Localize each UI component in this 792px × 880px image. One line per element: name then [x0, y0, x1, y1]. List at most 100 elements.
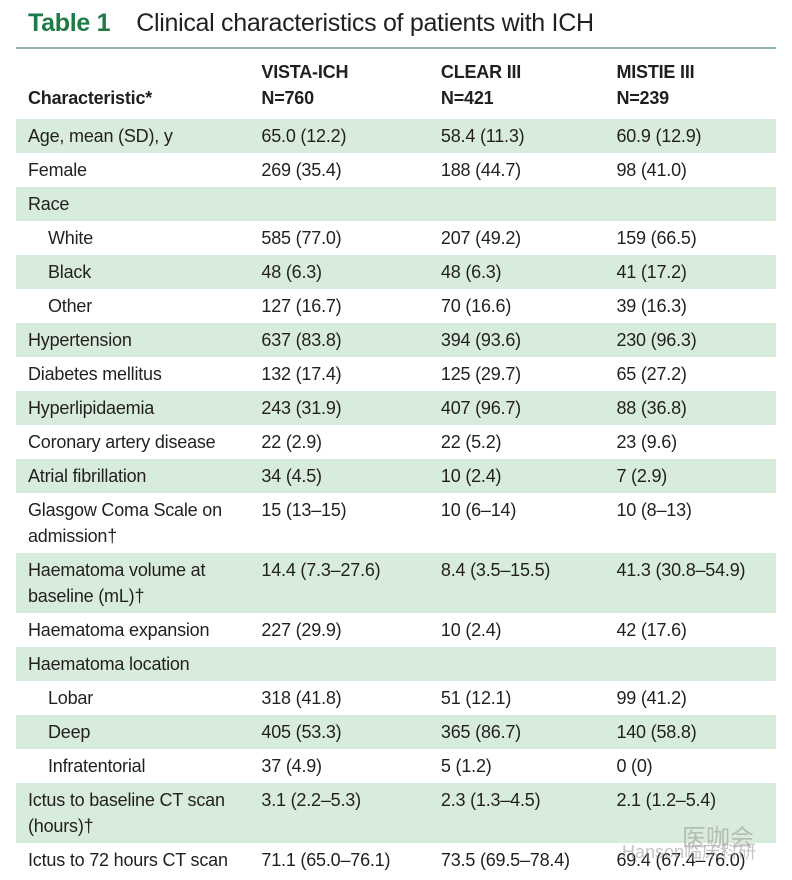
row-label: Hypertension — [28, 330, 132, 350]
table-cell: 58.4 (11.3) — [440, 126, 525, 146]
table-cell: 73.5 (69.5–78.4) — [440, 850, 570, 870]
header-row: Characteristic* VISTA-ICH N=760 CLEAR III N=… — [16, 49, 776, 119]
table-cell: 22 (2.9) — [261, 432, 322, 452]
table-cell: 140 (58.8) — [616, 722, 697, 742]
table-cell: 71.1 (65.0–76.1) — [261, 850, 391, 870]
table-cell: 243 (31.9) — [261, 398, 342, 418]
table-row: Haematoma volume at baseline (mL)† 14.4 (… — [16, 553, 776, 613]
table-row: Hypertension 637 (83.8) 394 (93.6) 230 (96.… — [16, 323, 776, 357]
table-cell: 60.9 (12.9) — [616, 126, 702, 146]
row-label: Race — [28, 194, 70, 214]
row-label: Diabetes mellitus — [28, 364, 162, 384]
table-row: Infratentorial 37 (4.9) 5 (1.2) 0 (0) — [16, 749, 776, 783]
table-cell: 41.3 (30.8–54.9) — [616, 560, 746, 580]
row-label: Female — [28, 160, 87, 180]
table-row: Race — [16, 187, 776, 221]
table-title: Table 1 Clinical characteristics of pati… — [16, 0, 776, 49]
table-cell: 3.1 (2.2–5.3) — [261, 790, 361, 810]
table-row: Haematoma expansion 227 (29.9) 10 (2.4) 42 … — [16, 613, 776, 647]
table-row: Ictus to 72 hours CT scan 71.1 (65.0–76.1… — [16, 843, 776, 877]
table-cell: 15 (13–15) — [261, 500, 347, 520]
column-header: VISTA-ICH N=760 — [257, 59, 441, 111]
table-cell: 99 (41.2) — [616, 688, 687, 708]
table-caption: Clinical characteristics of patients wit… — [136, 9, 594, 37]
column-header: Characteristic* — [28, 88, 153, 108]
column-header-line: N=239 — [616, 88, 669, 108]
row-label: Ictus to 72 hours CT scan — [28, 850, 228, 870]
table-cell: 10 (2.4) — [440, 466, 502, 486]
table-row: Glasgow Coma Scale on admission† 15 (13–1… — [16, 493, 776, 553]
table-cell: 98 (41.0) — [616, 160, 687, 180]
table-number: Table 1 — [28, 9, 111, 37]
row-label: White — [48, 228, 94, 248]
table-cell: 0 (0) — [616, 756, 653, 776]
row-label: Age, mean (SD), y — [28, 126, 173, 146]
row-label: Deep — [48, 722, 91, 742]
row-label: Lobar — [48, 688, 94, 708]
table-cell: 10 (8–13) — [616, 500, 692, 520]
table-cell: 405 (53.3) — [261, 722, 342, 742]
column-header-line: VISTA-ICH — [261, 62, 349, 82]
table-cell: 51 (12.1) — [440, 688, 512, 708]
table-cell: 65.0 (12.2) — [261, 126, 347, 146]
column-header: MISTIE III N=239 — [616, 59, 776, 111]
table-cell: 48 (6.3) — [440, 262, 502, 282]
table-cell: 159 (66.5) — [616, 228, 697, 248]
table-cell: 5 (1.2) — [440, 756, 492, 776]
table-cell: 7 (2.9) — [616, 466, 668, 486]
table-cell: 23 (9.6) — [616, 432, 677, 452]
table-cell: 394 (93.6) — [440, 330, 521, 350]
table-cell: 41 (17.2) — [616, 262, 687, 282]
table-row: Diabetes mellitus 132 (17.4) 125 (29.7) 65 … — [16, 357, 776, 391]
table-row: Coronary artery disease 22 (2.9) 22 (5.2) 2… — [16, 425, 776, 459]
table-cell: 10 (2.4) — [440, 620, 502, 640]
table-cell: 14.4 (7.3–27.6) — [261, 560, 381, 580]
row-label: Haematoma volume at baseline (mL)† — [28, 560, 206, 606]
table-row: Haematoma location — [16, 647, 776, 681]
table-cell: 2.1 (1.2–5.4) — [616, 790, 716, 810]
column-header-line: CLEAR III — [440, 62, 522, 82]
table-cell: 132 (17.4) — [261, 364, 342, 384]
row-label: Other — [48, 296, 93, 316]
table-row: Atrial fibrillation 34 (4.5) 10 (2.4) 7 (2.… — [16, 459, 776, 493]
table-cell: 637 (83.8) — [261, 330, 342, 350]
row-label: Atrial fibrillation — [28, 466, 147, 486]
table-cell: 365 (86.7) — [440, 722, 521, 742]
table-cell: 407 (96.7) — [440, 398, 521, 418]
table-cell: 39 (16.3) — [616, 296, 687, 316]
table-cell: 188 (44.7) — [440, 160, 521, 180]
table-row: Female 269 (35.4) 188 (44.7) 98 (41.0) — [16, 153, 776, 187]
row-label: Coronary artery disease — [28, 432, 216, 452]
watermark-brand: 医咖会 — [682, 825, 754, 852]
table-cell: 318 (41.8) — [261, 688, 342, 708]
table-cell: 8.4 (3.5–15.5) — [440, 560, 551, 580]
table: Characteristic* VISTA-ICH N=760 CLEAR III N=… — [16, 49, 776, 877]
table-cell: 10 (6–14) — [440, 500, 517, 520]
table-cell: 127 (16.7) — [261, 296, 342, 316]
table-cell: 88 (36.8) — [616, 398, 687, 418]
table-row: Ictus to baseline CT scan (hours)† 3.1 (2… — [16, 783, 776, 843]
row-label: Glasgow Coma Scale on admission† — [28, 500, 222, 546]
row-label: Ictus to baseline CT scan (hours)† — [28, 790, 225, 836]
table-cell: 42 (17.6) — [616, 620, 687, 640]
table-cell: 207 (49.2) — [440, 228, 521, 248]
table-cell: 34 (4.5) — [261, 466, 322, 486]
table-cell: 227 (29.9) — [261, 620, 342, 640]
table-cell: 269 (35.4) — [261, 160, 342, 180]
table-row: White 585 (77.0) 207 (49.2) 159 (66.5) — [16, 221, 776, 255]
table-cell: 22 (5.2) — [440, 432, 502, 452]
table-row: Hyperlipidaemia 243 (31.9) 407 (96.7) 88 (3… — [16, 391, 776, 425]
table-cell: 2.3 (1.3–4.5) — [440, 790, 541, 810]
table-cell: 585 (77.0) — [261, 228, 342, 248]
table-row: Black 48 (6.3) 48 (6.3) 41 (17.2) — [16, 255, 776, 289]
table-row: Age, mean (SD), y 65.0 (12.2) 58.4 (11.3) 6… — [16, 119, 776, 153]
table-cell: 37 (4.9) — [261, 756, 322, 776]
row-label: Haematoma location — [28, 654, 190, 674]
watermark-text: Hanson临床科研 — [622, 842, 757, 862]
table-row: Other 127 (16.7) 70 (16.6) 39 (16.3) — [16, 289, 776, 323]
table-row: Lobar 318 (41.8) 51 (12.1) 99 (41.2) — [16, 681, 776, 715]
row-label: Infratentorial — [48, 756, 146, 776]
column-header-line: N=760 — [261, 88, 314, 108]
table-cell: 65 (27.2) — [616, 364, 687, 384]
